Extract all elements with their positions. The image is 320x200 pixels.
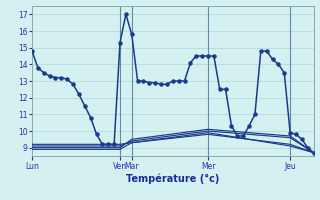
X-axis label: Température (°c): Température (°c) — [126, 173, 220, 184]
